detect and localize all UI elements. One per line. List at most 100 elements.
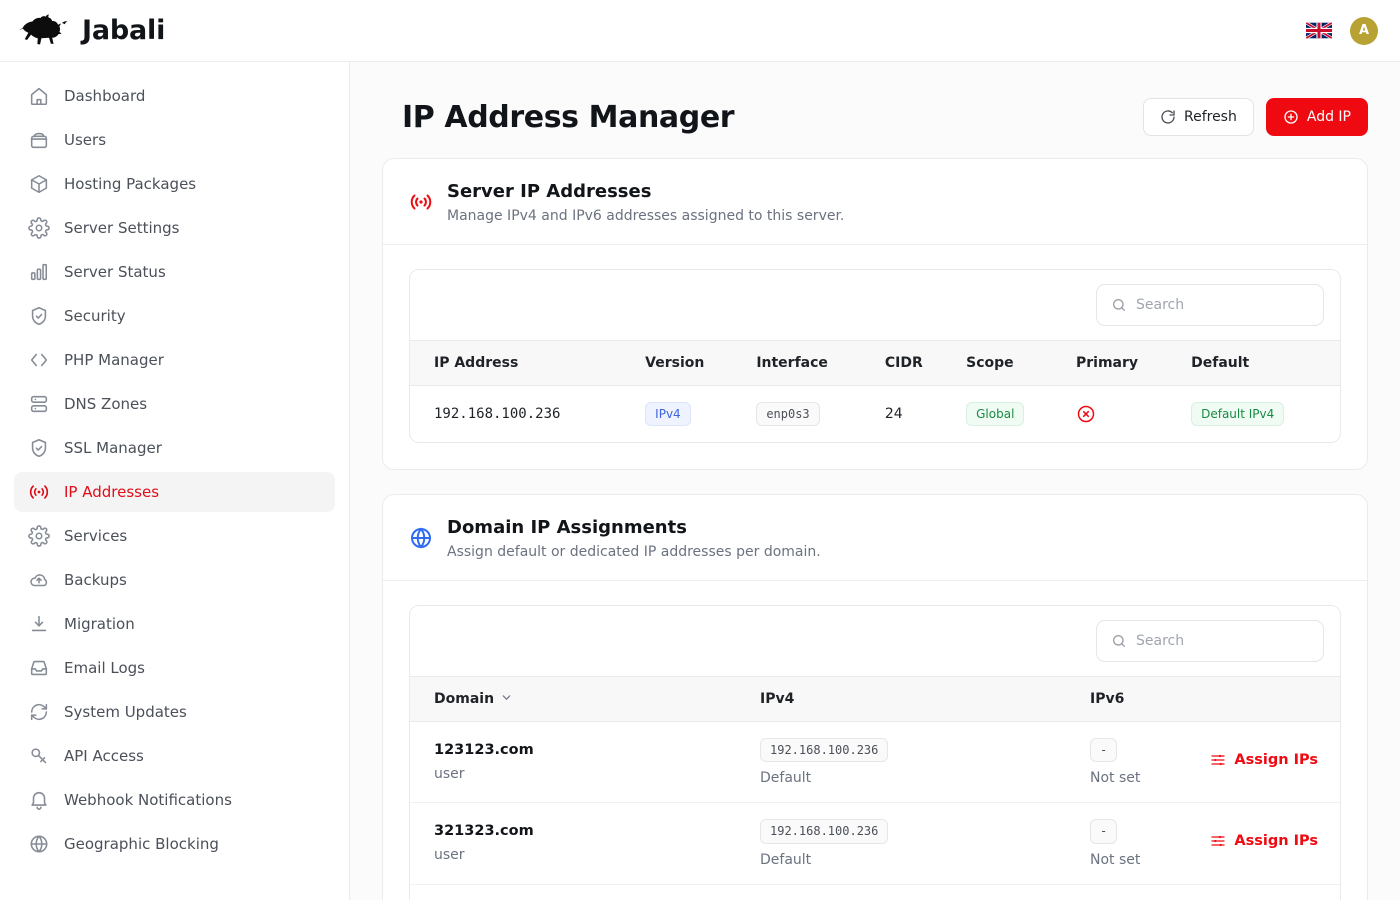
globe-icon: [28, 833, 50, 855]
sidebar-item-dns-zones[interactable]: DNS Zones: [14, 384, 335, 424]
add-ip-button[interactable]: Add IP: [1265, 98, 1368, 136]
ipv4-subtext: Default: [760, 770, 812, 787]
domain-ip-table-wrapper: Domain IPv4 IPv6 123123.com user 192.168.100…: [409, 605, 1341, 900]
sidebar-item-webhook-notifications[interactable]: Webhook Notifications: [14, 780, 335, 820]
gear-icon: [28, 525, 50, 547]
server-search-input[interactable]: [1136, 297, 1309, 313]
sidebar-item-migration[interactable]: Migration: [14, 604, 335, 644]
assign-ips-label: Assign IPs: [1234, 752, 1318, 769]
sidebar-item-label: Hosting Packages: [64, 175, 197, 193]
search-icon: [1113, 299, 1125, 311]
server-ip-card-title: Server IP Addresses: [447, 181, 652, 202]
sidebar-item-security[interactable]: Security: [14, 296, 335, 336]
shield-check-icon: [28, 437, 50, 459]
domain-ip-table-header-row: Domain IPv4 IPv6: [410, 676, 1340, 723]
column-header-ipv4: IPv4: [750, 676, 1080, 723]
uk-flag-icon[interactable]: [1306, 22, 1332, 39]
sidebar-item-hosting-packages[interactable]: Hosting Packages: [14, 164, 335, 204]
cell-domain: 321323.com user: [410, 802, 750, 885]
sidebar-item-backups[interactable]: Backups: [14, 560, 335, 600]
shield-check-icon: [28, 305, 50, 327]
sidebar-item-system-updates[interactable]: System Updates: [14, 692, 335, 732]
domain-ip-card-body: Domain IPv4 IPv6 123123.com user 192.168.100…: [383, 581, 1367, 900]
sidebar-item-label: Migration: [64, 615, 135, 633]
table-row: fdsfsdlfdsfsuser192.168.100.236Default-N…: [410, 884, 1340, 900]
cell-primary: [1066, 386, 1181, 443]
main-content: IP Address Manager Refresh Add IP: [350, 62, 1400, 900]
column-header-actions: [1167, 676, 1340, 723]
plus-circle-icon: [1284, 110, 1298, 124]
sidebar-item-server-settings[interactable]: Server Settings: [14, 208, 335, 248]
bell-icon: [28, 789, 50, 811]
sidebar-item-api-access[interactable]: API Access: [14, 736, 335, 776]
cloud-upload-icon: [28, 569, 50, 591]
sidebar-item-server-status[interactable]: Server Status: [14, 252, 335, 292]
sidebar-item-email-logs[interactable]: Email Logs: [14, 648, 335, 688]
domain-ip-card-header: Domain IP Assignments Assign default or …: [383, 495, 1367, 582]
sidebar-item-label: Users: [64, 131, 107, 149]
refresh-label: Refresh: [1183, 109, 1237, 125]
chevron-down-icon[interactable]: [500, 691, 513, 704]
ipv6-badge: -: [1090, 738, 1118, 763]
column-header-primary: Primary: [1065, 340, 1182, 386]
cell-actions: Assign IPs: [1167, 802, 1340, 885]
server-ip-card-body: IP AddressVersionInterfaceCIDRScopePrima…: [383, 245, 1367, 469]
table-row: 321323.com user 192.168.100.236 Default - Not…: [410, 802, 1340, 885]
cell-default: Default IPv4: [1181, 386, 1340, 443]
cell-domain: fdsfsdlfdsfsuser: [410, 884, 750, 900]
server-ip-table-body: 192.168.100.236 IPv4 enp0s3 24 Global Default…: [410, 386, 1340, 443]
cell-domain: 123123.com user: [410, 721, 750, 804]
ipv4-badge: 192.168.100.236: [760, 819, 889, 844]
server-ip-card-subtitle: Manage IPv4 and IPv6 addresses assigned …: [447, 208, 845, 224]
column-header-scope: Scope: [956, 340, 1066, 386]
sidebar-item-dashboard[interactable]: Dashboard: [14, 76, 335, 116]
code-icon: [28, 349, 50, 371]
add-ip-label: Add IP: [1306, 109, 1351, 125]
home-icon: [28, 85, 50, 107]
domain-ip-card-title: Domain IP Assignments: [447, 517, 687, 539]
cell-interface: enp0s3: [746, 386, 875, 443]
brand[interactable]: Jabali: [18, 14, 165, 48]
refresh-button[interactable]: Refresh: [1142, 98, 1254, 136]
server-stack-icon: [28, 393, 50, 415]
users-box-icon: [28, 129, 50, 151]
sidebar-item-geographic-blocking[interactable]: Geographic Blocking: [14, 824, 335, 864]
cell-ipv4: 192.168.100.236 Default: [750, 802, 1080, 885]
interface-badge: enp0s3: [756, 402, 820, 427]
column-header-version: Version: [635, 340, 747, 386]
sidebar-item-users[interactable]: Users: [14, 120, 335, 160]
server-ip-table-header-row: IP Address Version Interface CIDR Scope Prima…: [410, 340, 1340, 386]
ipv6-subtext: Not set: [1090, 851, 1141, 868]
sidebar-item-label: SSL Manager: [64, 439, 162, 457]
assign-ips-button[interactable]: Assign IPs: [1210, 752, 1318, 768]
domain-search-input[interactable]: [1136, 633, 1309, 650]
domain-ip-card-subtitle: Assign default or dedicated IP addresses…: [447, 544, 821, 561]
sidebar-item-ip-addresses[interactable]: IP Addresses: [14, 472, 335, 512]
package-icon: [28, 173, 50, 195]
column-header-interface: Interface: [746, 340, 875, 386]
domain-search[interactable]: [1096, 620, 1324, 663]
column-header-domain[interactable]: Domain: [410, 676, 750, 723]
sidebar-item-php-manager[interactable]: PHP Manager: [14, 340, 335, 380]
sidebar-item-label: DNS Zones: [64, 395, 148, 413]
assign-ips-button[interactable]: Assign IPs: [1210, 833, 1318, 849]
sliders-icon: [1211, 755, 1226, 766]
signal-icon: [410, 194, 432, 210]
cell-ipv6: -Not set: [1080, 884, 1167, 900]
sidebar-item-label: Services: [64, 527, 128, 545]
sidebar-item-ssl-manager[interactable]: SSL Manager: [14, 428, 335, 468]
domain-owner: user: [434, 847, 465, 864]
cell-ipv6: -Not set: [1080, 721, 1168, 804]
cell-actions: Assign IPs: [1167, 721, 1340, 804]
sidebar-item-services[interactable]: Services: [14, 516, 335, 556]
table-row: 192.168.100.236 IPv4 enp0s3 24 Global Default…: [410, 386, 1340, 443]
server-ip-table: IP Address Version Interface CIDR Scope Prima…: [410, 340, 1340, 442]
ipv6-badge: -: [1090, 819, 1118, 844]
boar-logo-icon: [18, 14, 68, 44]
column-header-cidr: CIDR: [874, 340, 957, 386]
server-search[interactable]: [1096, 284, 1324, 326]
avatar[interactable]: A: [1350, 16, 1378, 45]
server-ip-toolbar: [410, 270, 1340, 340]
column-header-ipv6: IPv6: [1080, 676, 1168, 723]
